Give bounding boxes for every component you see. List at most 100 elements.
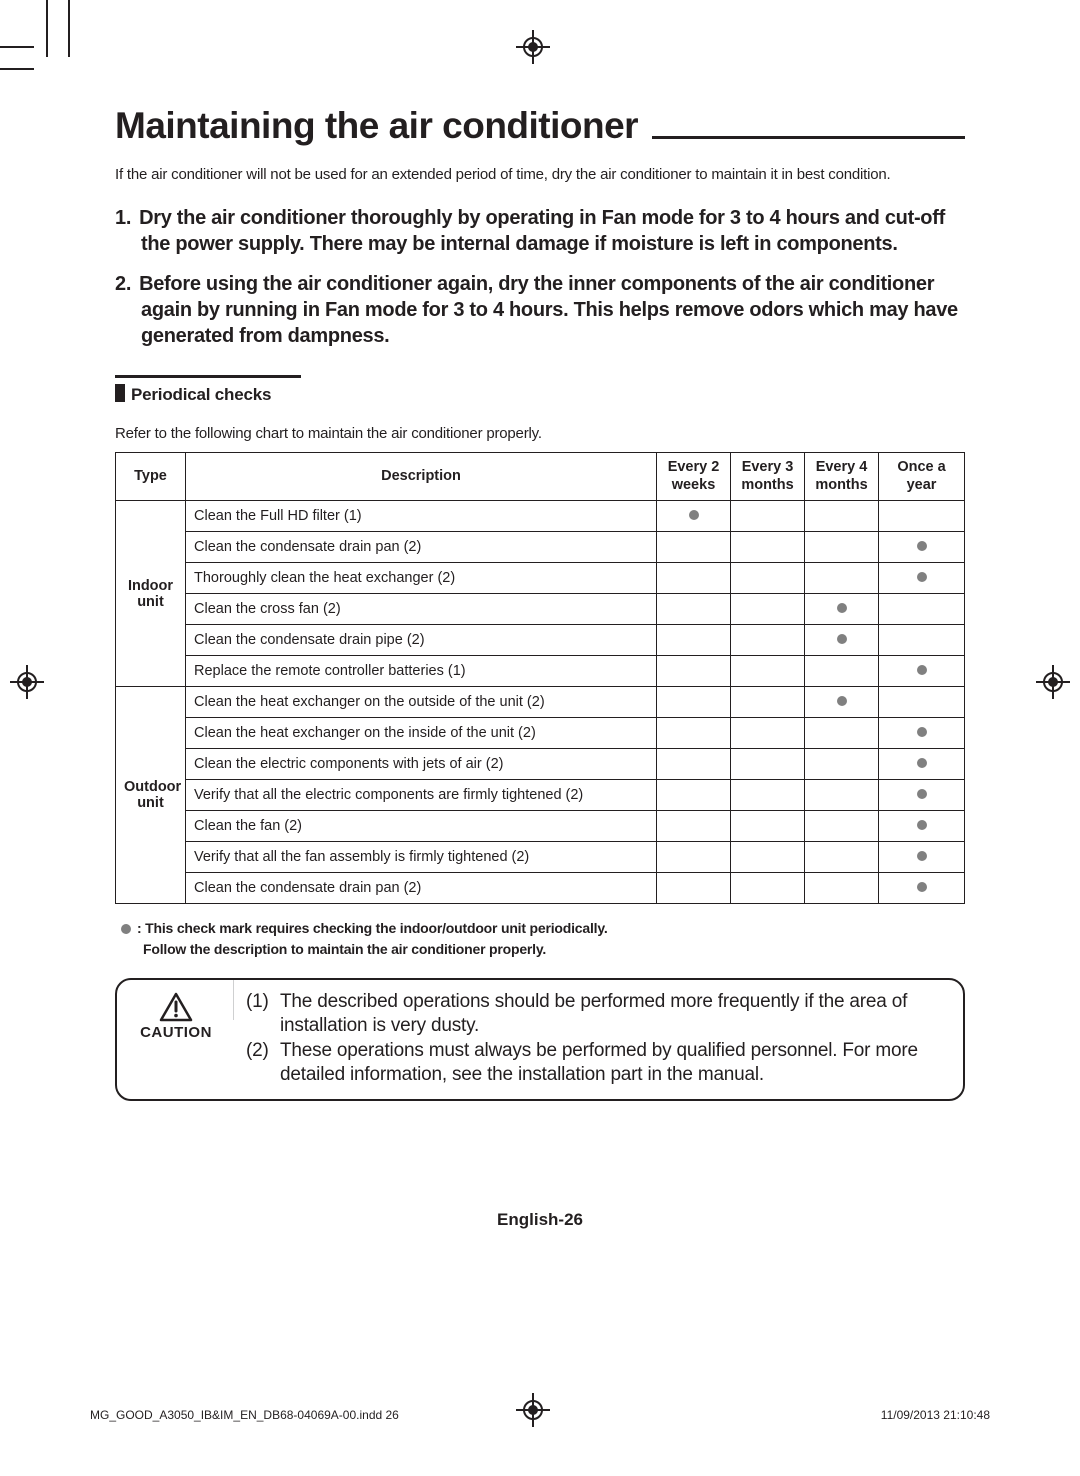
dot-icon [917, 758, 927, 768]
check-cell [879, 749, 965, 780]
step-item: Dry the air conditioner thoroughly by op… [115, 205, 965, 257]
table-row: Clean the condensate drain pan (2) [116, 873, 965, 904]
check-cell [879, 687, 965, 718]
page-content: Maintaining the air conditioner If the a… [115, 105, 965, 1101]
check-cell [879, 718, 965, 749]
registration-mark-icon [1036, 665, 1070, 704]
table-header: Type [116, 453, 186, 501]
check-cell [879, 842, 965, 873]
dot-icon [917, 789, 927, 799]
check-cell [879, 780, 965, 811]
description-cell: Thoroughly clean the heat exchanger (2) [186, 563, 657, 594]
check-cell [657, 687, 731, 718]
check-cell [805, 687, 879, 718]
table-row: Clean the fan (2) [116, 811, 965, 842]
check-cell [805, 532, 879, 563]
dot-icon [121, 924, 131, 934]
caution-note-text: These operations must always be performe… [280, 1039, 949, 1088]
check-cell [805, 656, 879, 687]
page-title: Maintaining the air conditioner [115, 105, 638, 147]
check-cell [731, 532, 805, 563]
title-block: Maintaining the air conditioner [115, 105, 965, 147]
caution-label: CAUTION [131, 990, 221, 1087]
description-cell: Clean the Full HD filter (1) [186, 501, 657, 532]
description-cell: Verify that all the electric components … [186, 780, 657, 811]
check-cell [731, 749, 805, 780]
check-cell [657, 594, 731, 625]
description-cell: Clean the condensate drain pipe (2) [186, 625, 657, 656]
check-cell [805, 594, 879, 625]
caution-note-number: (1) [246, 990, 280, 1039]
dot-icon [917, 851, 927, 861]
description-cell: Clean the fan (2) [186, 811, 657, 842]
legend-text: : This check mark requires checking the … [115, 918, 965, 960]
check-cell [805, 873, 879, 904]
check-cell [657, 718, 731, 749]
imposition-slug: MG_GOOD_A3050_IB&IM_EN_DB68-04069A-00.in… [90, 1408, 990, 1422]
dot-icon [917, 820, 927, 830]
table-header: Once ayear [879, 453, 965, 501]
check-cell [657, 811, 731, 842]
check-cell [657, 501, 731, 532]
check-cell [657, 749, 731, 780]
dot-icon [837, 603, 847, 613]
step-item: Before using the air conditioner again, … [115, 271, 965, 349]
dot-icon [917, 727, 927, 737]
caution-note-text: The described operations should be perfo… [280, 990, 949, 1039]
dot-icon [917, 882, 927, 892]
caution-note-number: (2) [246, 1039, 280, 1088]
table-row: IndoorunitClean the Full HD filter (1) [116, 501, 965, 532]
dot-icon [917, 665, 927, 675]
check-cell [657, 873, 731, 904]
caution-box: CAUTION (1)The described operations shou… [115, 978, 965, 1101]
check-cell [879, 532, 965, 563]
row-group-label: Indoorunit [116, 501, 186, 687]
check-cell [731, 625, 805, 656]
check-cell [731, 501, 805, 532]
legend-line: : This check mark requires checking the … [137, 920, 608, 936]
section-heading: Periodical checks [115, 375, 301, 405]
description-cell: Clean the condensate drain pan (2) [186, 873, 657, 904]
caution-text: (1)The described operations should be pe… [246, 990, 949, 1087]
check-cell [805, 842, 879, 873]
dot-icon [917, 541, 927, 551]
registration-mark-icon [516, 30, 550, 69]
check-cell [731, 873, 805, 904]
check-cell [731, 780, 805, 811]
dot-icon [837, 634, 847, 644]
check-cell [731, 656, 805, 687]
check-cell [805, 780, 879, 811]
check-cell [805, 501, 879, 532]
check-cell [731, 842, 805, 873]
check-cell [879, 625, 965, 656]
description-cell: Verify that all the fan assembly is firm… [186, 842, 657, 873]
caution-note: (1)The described operations should be pe… [246, 990, 949, 1039]
check-cell [805, 811, 879, 842]
table-header: Every 3months [731, 453, 805, 501]
slug-right: 11/09/2013 21:10:48 [881, 1408, 990, 1422]
check-cell [657, 842, 731, 873]
table-header: Description [186, 453, 657, 501]
dot-icon [689, 510, 699, 520]
maintenance-table: TypeDescriptionEvery 2weeksEvery 3months… [115, 452, 965, 904]
intro-text: If the air conditioner will not be used … [115, 165, 965, 185]
caution-separator [233, 980, 234, 1020]
description-cell: Clean the electric components with jets … [186, 749, 657, 780]
check-cell [657, 656, 731, 687]
check-cell [805, 625, 879, 656]
check-cell [879, 811, 965, 842]
caution-word: CAUTION [131, 1024, 221, 1041]
check-cell [879, 594, 965, 625]
page-footer: English-26 [115, 1210, 965, 1230]
table-row: OutdoorunitClean the heat exchanger on t… [116, 687, 965, 718]
table-row: Clean the condensate drain pipe (2) [116, 625, 965, 656]
check-cell [657, 563, 731, 594]
dot-icon [837, 696, 847, 706]
steps-list: Dry the air conditioner thoroughly by op… [115, 205, 965, 349]
check-cell [731, 811, 805, 842]
caution-note: (2)These operations must always be perfo… [246, 1039, 949, 1088]
table-header: Every 2weeks [657, 453, 731, 501]
slug-left: MG_GOOD_A3050_IB&IM_EN_DB68-04069A-00.in… [90, 1408, 399, 1422]
check-cell [657, 780, 731, 811]
table-row: Thoroughly clean the heat exchanger (2) [116, 563, 965, 594]
